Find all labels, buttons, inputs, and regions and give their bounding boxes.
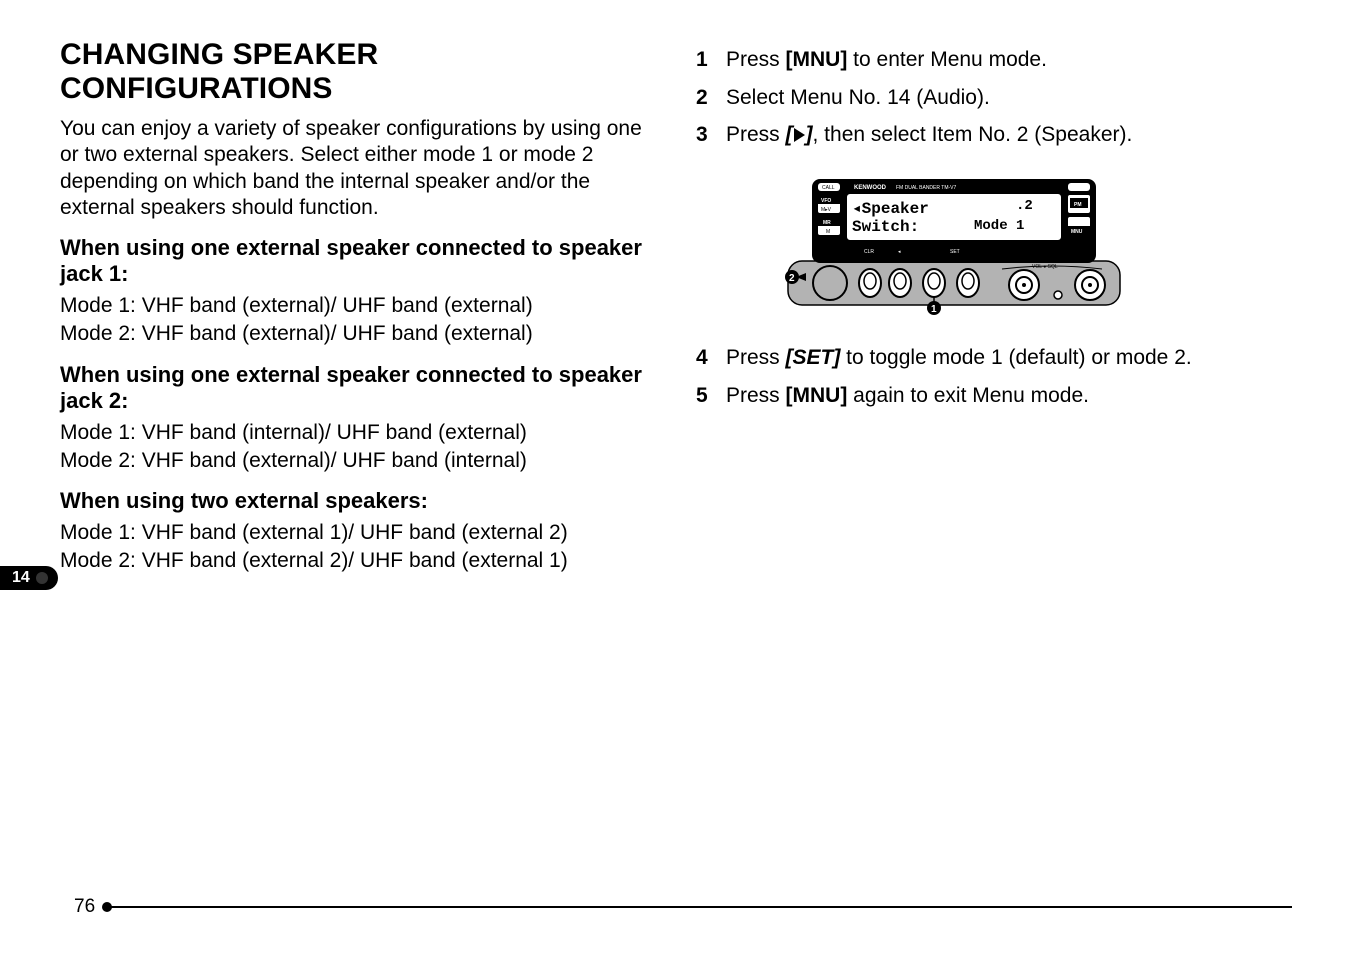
vol-knob-left	[1009, 270, 1039, 300]
text-fragment: to enter Menu mode.	[847, 48, 1047, 71]
bracket: ]	[806, 123, 813, 146]
mode-line: Mode 1: VHF band (external 1)/ UHF band …	[60, 520, 656, 546]
mode-line: Mode 1: VHF band (internal)/ UHF band (e…	[60, 420, 656, 446]
tab-bullet-icon	[36, 572, 48, 584]
lcd-line1-right: .2	[1016, 198, 1033, 214]
btn-label: VFO	[821, 198, 831, 204]
mode-line: Mode 2: VHF band (external)/ UHF band (i…	[60, 448, 656, 474]
manual-page: CHANGING SPEAKER CONFIGURATIONS You can …	[0, 0, 1352, 954]
step-number: 5	[696, 380, 712, 412]
step-4: 4 Press [SET] to toggle mode 1 (default)…	[696, 342, 1292, 374]
config-heading: When using one external speaker connecte…	[60, 235, 656, 287]
step-3: 3 Press [], then select Item No. 2 (Spea…	[696, 119, 1292, 151]
config-section-1: When using one external speaker connecte…	[60, 235, 656, 348]
radio-illustration-row: KENWOOD FM DUAL BANDER TM-V7 CALL VFO M▸…	[696, 157, 1292, 335]
text-fragment: Press	[726, 123, 786, 146]
radio-svg: KENWOOD FM DUAL BANDER TM-V7 CALL VFO M▸…	[774, 165, 1134, 315]
config-section-2: When using one external speaker connecte…	[60, 362, 656, 475]
underlcd-set: SET	[950, 249, 960, 255]
radio-diagram: KENWOOD FM DUAL BANDER TM-V7 CALL VFO M▸…	[774, 165, 1134, 325]
btn-label: M▸V	[821, 207, 832, 213]
step-5: 5 Press [MNU] again to exit Menu mode.	[696, 380, 1292, 412]
text-fragment: to toggle mode 1 (default) or mode 2.	[840, 346, 1191, 369]
small-center-btn	[1054, 291, 1062, 299]
section-tab: 14	[0, 566, 58, 590]
text-fragment: Press	[726, 346, 786, 369]
text-fragment: , then select Item No. 2 (Speaker).	[813, 123, 1133, 146]
page-footer: 76	[74, 896, 1292, 918]
mode-line: Mode 2: VHF band (external)/ UHF band (e…	[60, 321, 656, 347]
text-fragment: Press	[726, 48, 786, 71]
btn-label: M	[826, 229, 830, 235]
step-1: 1 Press [MNU] to enter Menu mode.	[696, 44, 1292, 76]
two-column-layout: CHANGING SPEAKER CONFIGURATIONS You can …	[60, 38, 1292, 589]
step-number: 4	[696, 342, 712, 374]
step-text: Press [], then select Item No. 2 (Speake…	[726, 119, 1132, 151]
config-modes: Mode 1: VHF band (internal)/ UHF band (e…	[60, 420, 656, 475]
config-heading: When using one external speaker connecte…	[60, 362, 656, 414]
config-modes: Mode 1: VHF band (external 1)/ UHF band …	[60, 520, 656, 575]
mode-line: Mode 2: VHF band (external 2)/ UHF band …	[60, 548, 656, 574]
btn-label: CALL	[822, 185, 835, 191]
footer-rule	[105, 906, 1292, 908]
config-heading: When using two external speakers:	[60, 488, 656, 514]
lcd-line2-left: Switch:	[852, 218, 919, 236]
intro-paragraph: You can enjoy a variety of speaker confi…	[60, 116, 656, 221]
btn-label: MR	[823, 220, 831, 226]
vol-knob-right	[1075, 270, 1105, 300]
step-number: 2	[696, 82, 712, 114]
config-section-3: When using two external speakers: Mode 1…	[60, 488, 656, 575]
text-fragment: again to exit Menu mode.	[847, 384, 1089, 407]
step-2: 2 Select Menu No. 14 (Audio).	[696, 82, 1292, 114]
key-label: [SET]	[786, 346, 841, 369]
right-triangle-icon	[794, 128, 805, 142]
text-fragment: Press	[726, 384, 786, 407]
step-number: 3	[696, 119, 712, 151]
btn-label: MNU	[1071, 229, 1083, 235]
right-column: 1 Press [MNU] to enter Menu mode. 2 Sele…	[696, 38, 1292, 589]
lcd-line1-left: ◂Speaker	[852, 200, 929, 218]
btn-label: PM	[1074, 202, 1082, 208]
section-title: CHANGING SPEAKER CONFIGURATIONS	[60, 38, 656, 106]
key-label: [MNU]	[786, 384, 848, 407]
pointer-1-label: 1	[931, 304, 937, 315]
key-label: [MNU]	[786, 48, 848, 71]
bracket: [	[786, 123, 793, 146]
vol-sql-label: VOL ● SQL	[1032, 264, 1058, 270]
step-number: 1	[696, 44, 712, 76]
pointer-2-label: 2	[789, 273, 795, 284]
lcd-line2-right: Mode 1	[974, 218, 1024, 234]
page-number: 76	[74, 896, 95, 918]
step-list: 1 Press [MNU] to enter Menu mode. 2 Sele…	[696, 44, 1292, 411]
brand-text: KENWOOD	[854, 185, 887, 191]
step-text: Press [MNU] to enter Menu mode.	[726, 44, 1047, 76]
config-modes: Mode 1: VHF band (external)/ UHF band (e…	[60, 293, 656, 348]
right-btn-top	[1068, 183, 1090, 191]
mode-line: Mode 1: VHF band (external)/ UHF band (e…	[60, 293, 656, 319]
key-label: []	[786, 123, 813, 146]
step-text: Select Menu No. 14 (Audio).	[726, 82, 990, 114]
section-tab-number: 14	[12, 569, 30, 587]
underlcd-clr: CLR	[864, 249, 874, 255]
model-text: FM DUAL BANDER TM-V7	[896, 185, 957, 191]
step-text: Press [MNU] again to exit Menu mode.	[726, 380, 1089, 412]
step-text: Press [SET] to toggle mode 1 (default) o…	[726, 342, 1192, 374]
left-column: CHANGING SPEAKER CONFIGURATIONS You can …	[60, 38, 656, 589]
